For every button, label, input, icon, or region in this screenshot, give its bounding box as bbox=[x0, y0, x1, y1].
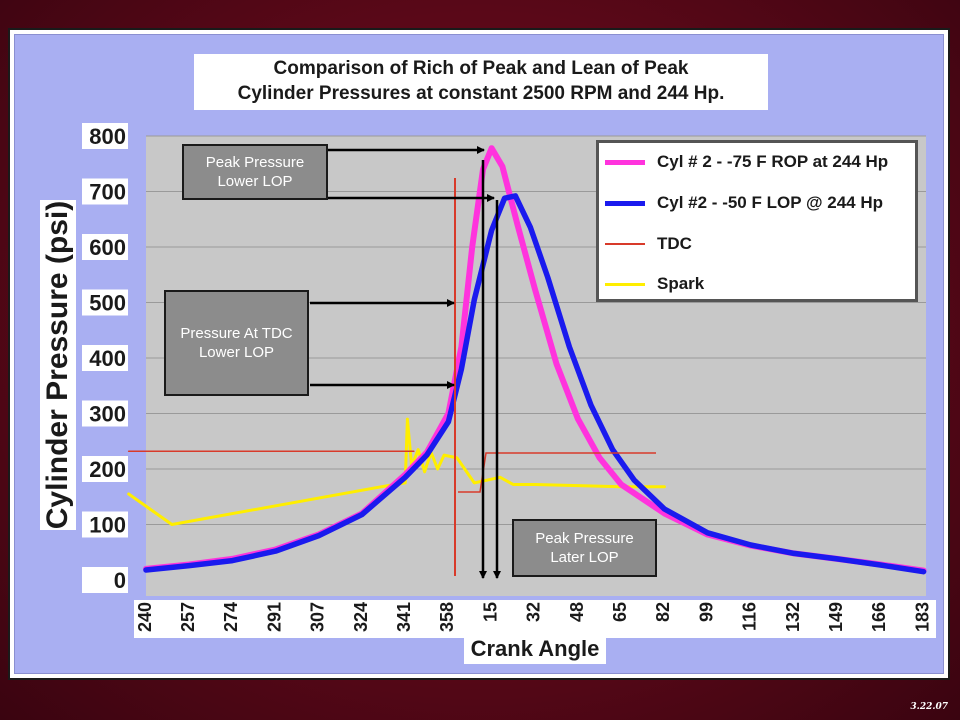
x-tick-label: 116 bbox=[740, 602, 760, 631]
x-tick-label: 274 bbox=[221, 602, 241, 632]
chart-title-line-1: Comparison of Rich of Peak and Lean of P… bbox=[273, 58, 689, 79]
x-tick-label: 358 bbox=[437, 602, 457, 632]
x-tick-label: 48 bbox=[567, 602, 587, 622]
x-tick-label: 166 bbox=[869, 602, 889, 632]
x-tick-label: 257 bbox=[178, 602, 198, 632]
y-tick-label: 0 bbox=[114, 568, 126, 593]
callout-arrows bbox=[310, 146, 501, 579]
x-tick-label: 32 bbox=[524, 602, 544, 622]
x-axis-ticks: 240 257 274 291 307 324 341 358 15 32 48 65 82 99 116 1… bbox=[134, 600, 936, 638]
y-tick-label-bg bbox=[82, 123, 128, 149]
legend-swatch-rop bbox=[605, 159, 645, 165]
legend-item-lop: Cyl #2 - -50 F LOP @ 244 Hp bbox=[605, 188, 883, 218]
y-tick-label: 300 bbox=[89, 402, 126, 427]
chart-title-line-2: Cylinder Pressures at constant 2500 RPM … bbox=[237, 83, 725, 104]
y-axis-ticks: 0 100 200 300 400 500 600 700 800 bbox=[82, 123, 128, 593]
y-tick-label: 100 bbox=[89, 513, 126, 538]
legend-swatch-spark bbox=[605, 282, 645, 286]
x-axis-label: Crank Angle bbox=[464, 634, 606, 664]
date-stamp: 3.22.07 bbox=[910, 702, 948, 712]
legend-label-tdc: TDC bbox=[657, 234, 692, 253]
legend-label-spark: Spark bbox=[657, 274, 705, 293]
y-tick-label-bg bbox=[82, 289, 128, 316]
callout-peak-pressure-later-lop: Peak Pressure Later LOP bbox=[512, 519, 657, 577]
y-tick-label: 200 bbox=[89, 457, 126, 482]
legend-item-tdc: TDC bbox=[605, 229, 692, 259]
x-tick-label: 65 bbox=[610, 602, 630, 622]
y-tick-label-bg bbox=[82, 567, 128, 593]
y-tick-label: 800 bbox=[89, 124, 126, 149]
legend-item-rop: Cyl # 2 - -75 F ROP at 244 Hp bbox=[605, 147, 888, 177]
series-line-cyl-2-50-f-lop-244-hp bbox=[143, 193, 927, 575]
x-tick-label: 149 bbox=[826, 602, 846, 632]
legend-item-spark: Spark bbox=[605, 269, 704, 299]
x-tick-label: 99 bbox=[696, 602, 716, 622]
series-lines bbox=[127, 145, 927, 576]
y-tick-label-bg bbox=[82, 456, 128, 482]
x-tick-label: 183 bbox=[912, 602, 932, 632]
callout-pressure-at-tdc-lower-lop: Pressure At TDC Lower LOP bbox=[164, 290, 309, 396]
chart-title: Comparison of Rich of Peak and Lean of P… bbox=[194, 54, 768, 110]
x-tick-label: 15 bbox=[480, 602, 500, 622]
y-tick-label: 600 bbox=[89, 235, 126, 260]
y-tick-label-bg bbox=[82, 400, 128, 427]
legend-label-rop: Cyl # 2 - -75 F ROP at 244 Hp bbox=[657, 152, 889, 171]
y-tick-label: 500 bbox=[89, 291, 126, 316]
y-tick-label-bg bbox=[82, 511, 128, 538]
y-tick-label-bg bbox=[82, 345, 128, 371]
callout-peak-pressure-lower-lop: Peak Pressure Lower LOP bbox=[182, 144, 328, 200]
x-tick-label: 307 bbox=[308, 602, 328, 632]
legend-swatch-lop bbox=[605, 200, 645, 206]
x-tick-label: 82 bbox=[653, 602, 673, 622]
x-tick-label: 132 bbox=[783, 602, 803, 632]
x-tick-label: 291 bbox=[264, 602, 284, 632]
legend-label-lop: Cyl #2 - -50 F LOP @ 244 Hp bbox=[657, 193, 884, 212]
y-axis-label: Cylinder Pressure (psi) bbox=[40, 200, 76, 530]
series-line-spark bbox=[127, 417, 666, 526]
y-tick-label-bg bbox=[82, 234, 128, 260]
y-tick-label: 700 bbox=[89, 180, 126, 205]
chart-legend: Cyl # 2 - -75 F ROP at 244 Hp Cyl #2 - -… bbox=[596, 140, 918, 302]
x-tick-label: 324 bbox=[351, 602, 371, 632]
x-tick-label: 240 bbox=[135, 602, 155, 632]
legend-swatch-tdc bbox=[605, 243, 645, 245]
y-tick-label-bg bbox=[82, 178, 128, 205]
x-tick-label: 341 bbox=[394, 602, 414, 632]
x-tick-label-band bbox=[134, 600, 936, 638]
y-tick-label: 400 bbox=[89, 346, 126, 371]
